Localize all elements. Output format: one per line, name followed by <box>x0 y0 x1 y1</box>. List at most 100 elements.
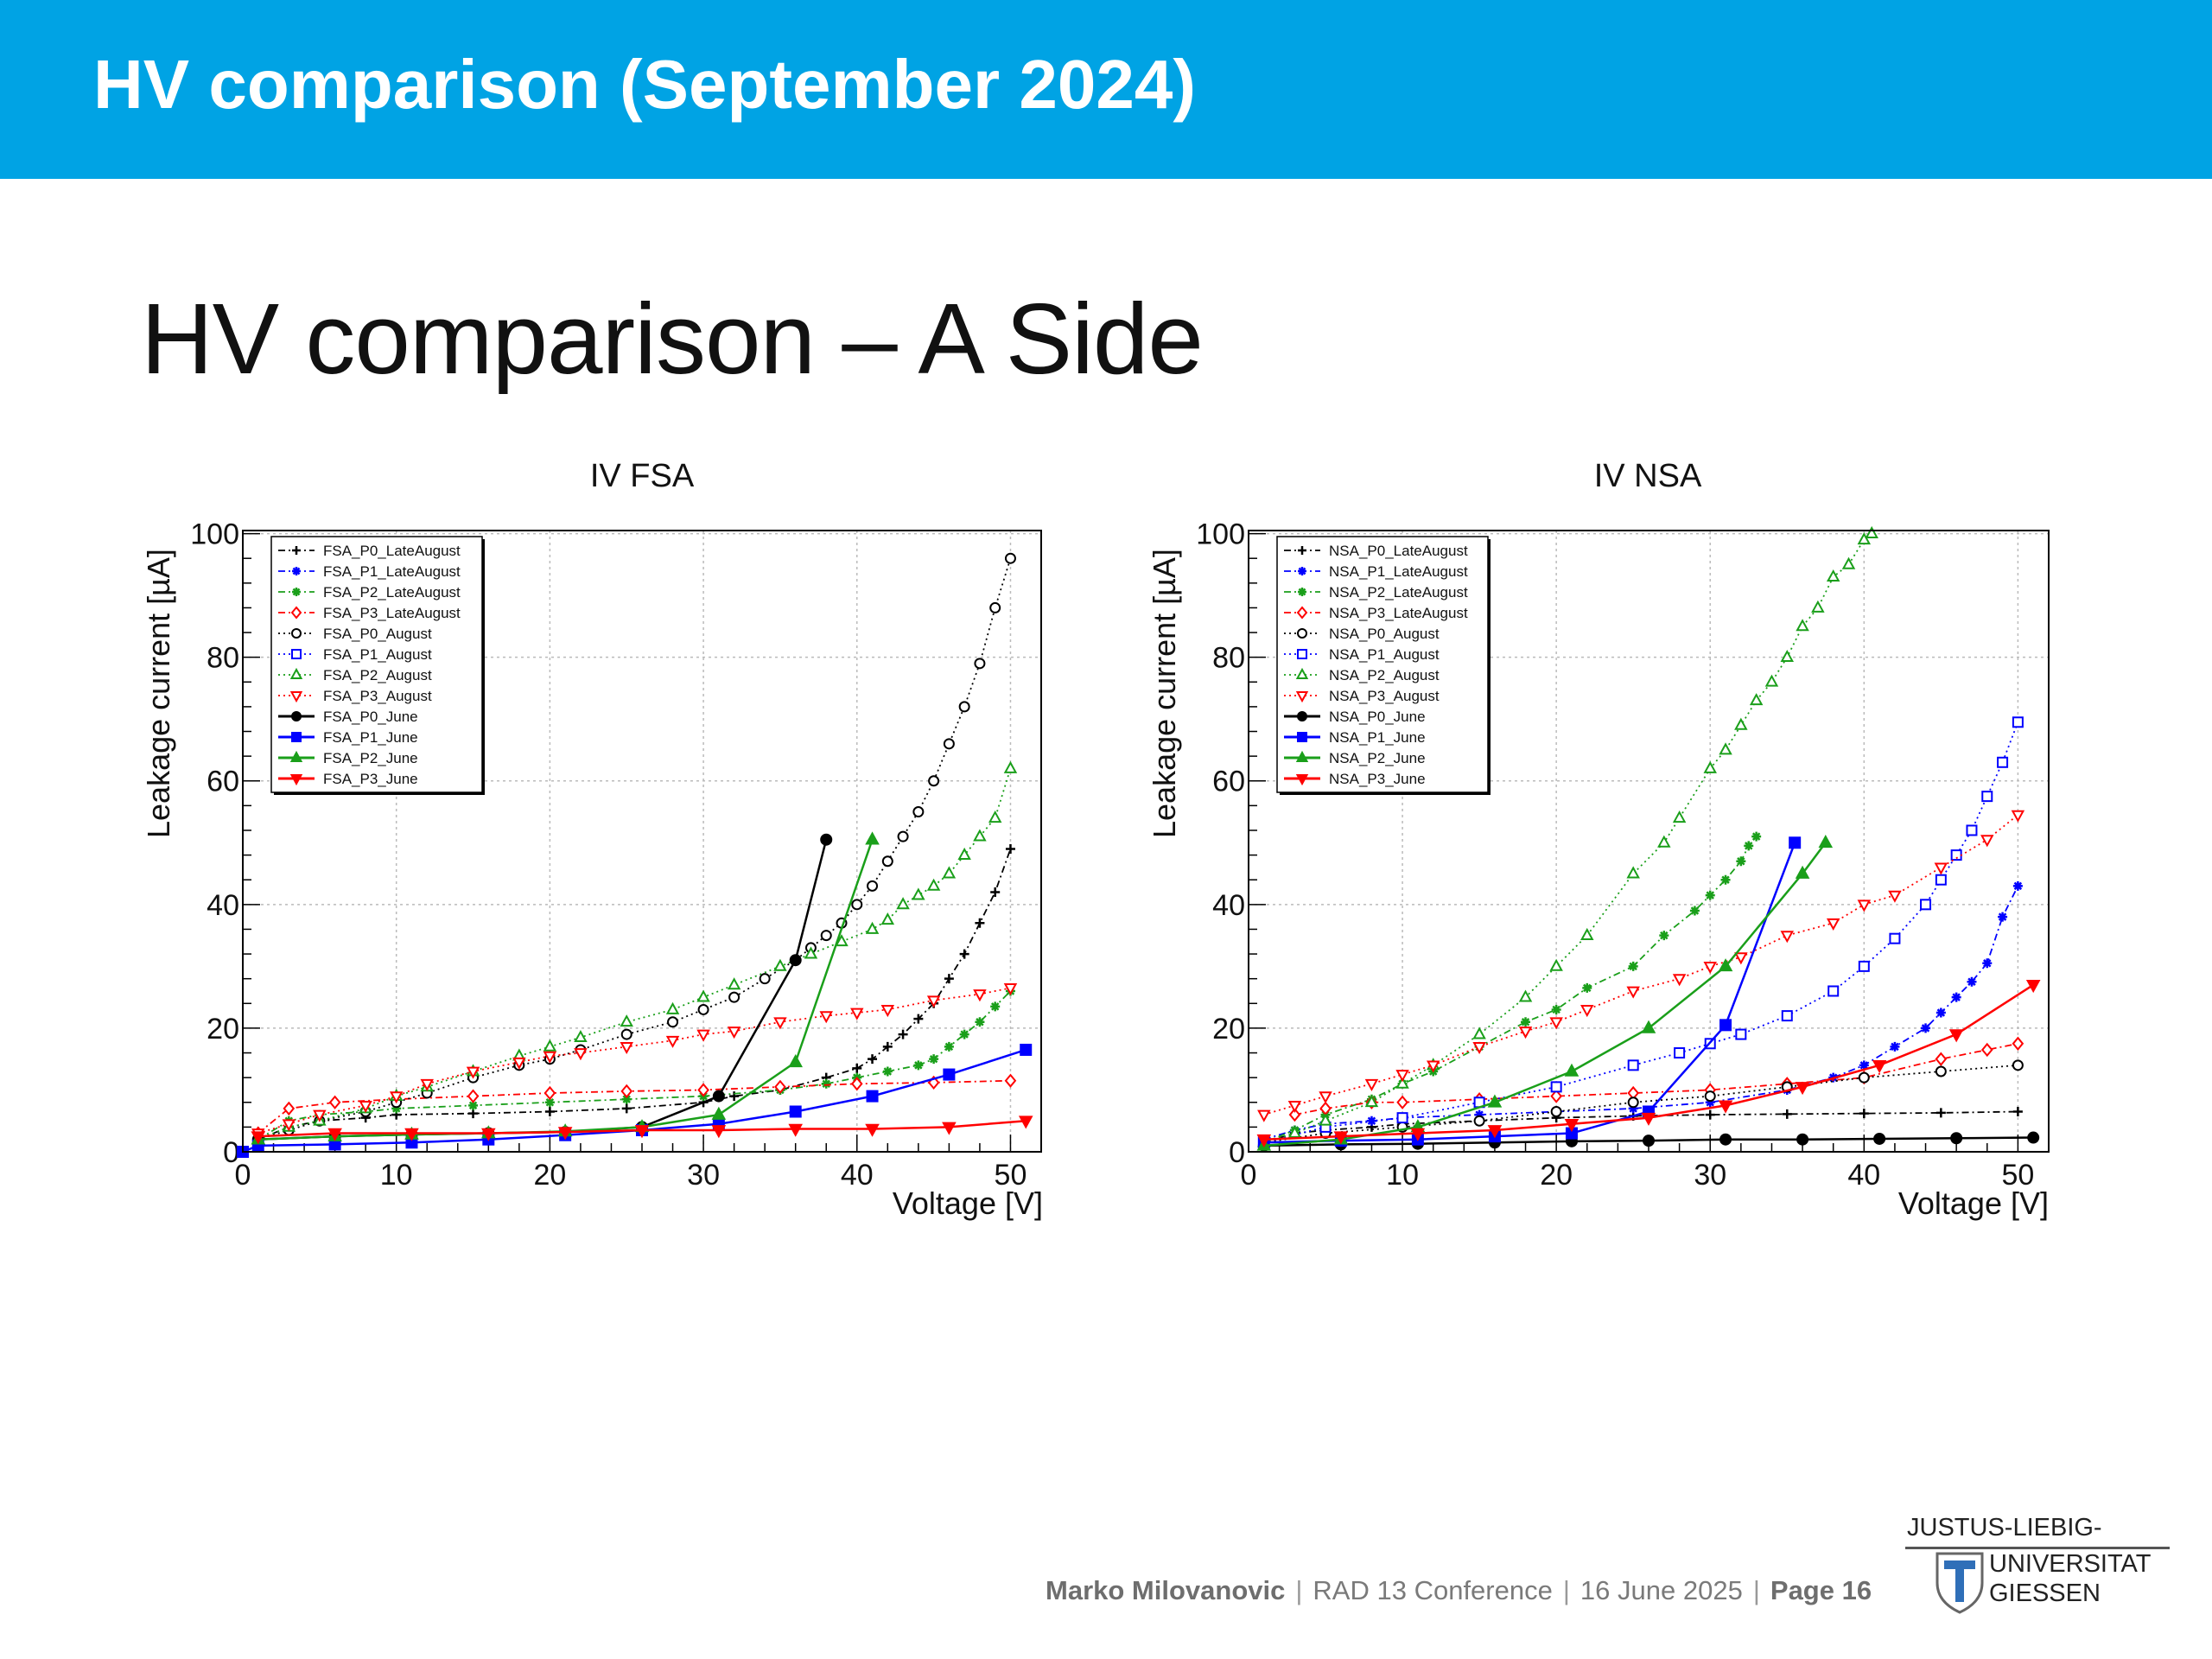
data-point-circle <box>1004 552 1016 564</box>
y-tick-label: 40 <box>207 889 239 922</box>
data-point-star <box>1474 1109 1484 1120</box>
series-FSA_P3_June <box>251 1116 1033 1145</box>
data-point-triangle-down <box>1018 1116 1033 1129</box>
data-point-star <box>1936 1007 1946 1018</box>
data-point-triangle-down <box>727 1027 741 1039</box>
data-point-circle <box>928 775 940 787</box>
data-point-triangle-up <box>1818 835 1834 849</box>
data-point-star <box>1298 588 1306 596</box>
data-point-plus <box>1936 1108 1946 1118</box>
legend-box <box>270 536 483 793</box>
data-point-plus <box>959 949 969 959</box>
legend-label: NSA_P3_LateAugust <box>1329 605 1468 621</box>
data-point-triangle-up <box>804 946 818 959</box>
data-point-plus <box>898 1029 908 1039</box>
legend-label: NSA_P0_August <box>1329 626 1440 642</box>
data-point-star <box>621 1094 632 1104</box>
data-point-triangle-up <box>1749 693 1764 706</box>
legend-entry: NSA_P2_LateAugust <box>1284 584 1468 601</box>
chart-title-fsa: IV FSA <box>589 458 695 494</box>
data-point-triangle-up <box>1672 810 1687 823</box>
data-point-triangle-down <box>2025 980 2041 994</box>
data-point-triangle-up <box>988 810 1002 823</box>
data-point-triangle-down <box>1426 1060 1440 1073</box>
legend-entry: NSA_P2_June <box>1284 750 1426 766</box>
data-point-triangle-up <box>1580 927 1594 941</box>
header-bar: HV comparison (September 2024) <box>0 0 2212 179</box>
legend-label: FSA_P2_June <box>323 750 418 766</box>
data-point-triangle-down <box>1003 983 1018 996</box>
data-point-triangle-up <box>665 1001 680 1014</box>
data-point-triangle-up <box>1319 1113 1332 1126</box>
data-point-triangle-up <box>1796 619 1809 632</box>
series-NSA_P2_LateAugust <box>1259 831 1762 1147</box>
shield-icon <box>1936 1552 1984 1614</box>
data-point-square <box>1920 899 1932 911</box>
data-point-triangle-down <box>1780 931 1795 944</box>
x-tick-label: 0 <box>235 1159 251 1192</box>
x-tick-label: 20 <box>1540 1159 1573 1192</box>
data-point-diamond <box>774 1079 786 1095</box>
series-FSA_P3_August <box>251 983 1018 1141</box>
data-point-circle <box>291 628 302 639</box>
y-tick-label: 60 <box>207 766 239 798</box>
data-point-triangle-down <box>404 1128 419 1141</box>
legend-entry: FSA_P0_August <box>278 626 432 642</box>
y-tick-label: 20 <box>1212 1013 1245 1046</box>
data-point-triangle-down <box>926 995 941 1008</box>
data-point-triangle-down <box>1826 918 1840 931</box>
legend-entry: NSA_P3_June <box>1284 771 1426 787</box>
data-point-diamond <box>1396 1095 1408 1109</box>
data-point-diamond <box>1296 606 1308 620</box>
data-point-triangle-down <box>1319 1091 1332 1104</box>
legend-entry: NSA_P3_LateAugust <box>1284 605 1468 621</box>
legend-entry: NSA_P0_June <box>1284 709 1426 725</box>
data-point-triangle-down <box>850 1007 864 1020</box>
data-point-triangle-down <box>1256 1134 1272 1147</box>
data-point-circle <box>789 954 802 967</box>
data-point-triangle-down <box>1948 1029 1964 1043</box>
series-FSA_P2_LateAugust <box>253 986 1015 1145</box>
data-point-triangle-up <box>1364 1095 1379 1108</box>
data-point-triangle-down <box>574 1048 588 1061</box>
legend-entry: FSA_P2_LateAugust <box>278 584 461 601</box>
legend-label: FSA_P1_August <box>323 646 432 663</box>
series-line <box>1263 721 2019 1144</box>
data-point-circle <box>974 658 986 670</box>
data-point-triangle-up <box>1003 760 1018 773</box>
data-point-diamond <box>2012 1036 2024 1051</box>
legend: FSA_P0_LateAugust FSA_P1_LateAugust FSA_P2… <box>270 536 485 795</box>
footer-conference: RAD 13 Conference <box>1313 1575 1553 1605</box>
data-point-star <box>1705 890 1715 900</box>
x-tick-label: 10 <box>380 1159 413 1192</box>
legend-label: NSA_P3_June <box>1329 771 1426 787</box>
legend-entry: NSA_P0_LateAugust <box>1284 543 1468 559</box>
data-point-triangle-up <box>1564 1063 1580 1077</box>
data-point-triangle-up <box>574 1029 588 1043</box>
plot-frame <box>1248 530 2050 1153</box>
legend-label: NSA_P2_August <box>1329 667 1440 683</box>
data-point-triangle-down <box>942 1122 957 1135</box>
data-point-diamond <box>1935 1052 1948 1066</box>
data-point-star <box>1720 874 1731 885</box>
data-point-triangle-down <box>1872 1060 1887 1074</box>
data-point-triangle-up <box>1549 958 1563 971</box>
legend-entry: FSA_P0_June <box>278 709 418 725</box>
data-point-triangle-up <box>1865 525 1878 538</box>
data-point-circle <box>1950 1132 1963 1145</box>
data-point-square <box>943 1068 956 1081</box>
data-point-triangle-down <box>543 1051 557 1064</box>
legend-entry: FSA_P0_LateAugust <box>278 543 461 559</box>
data-point-triangle-down <box>1718 1100 1733 1114</box>
data-point-triangle-up <box>289 667 303 679</box>
data-point-triangle-up <box>1719 742 1732 755</box>
data-point-triangle-down <box>1487 1125 1503 1139</box>
data-point-star <box>1859 1060 1869 1071</box>
data-point-triangle-up <box>1626 866 1640 879</box>
data-point-square <box>789 1105 802 1118</box>
data-point-circle <box>759 973 771 985</box>
data-point-triangle-down <box>773 1017 787 1030</box>
data-point-triangle-down <box>1703 961 1717 975</box>
data-point-triangle-down <box>819 1011 833 1024</box>
data-point-circle <box>881 855 893 868</box>
